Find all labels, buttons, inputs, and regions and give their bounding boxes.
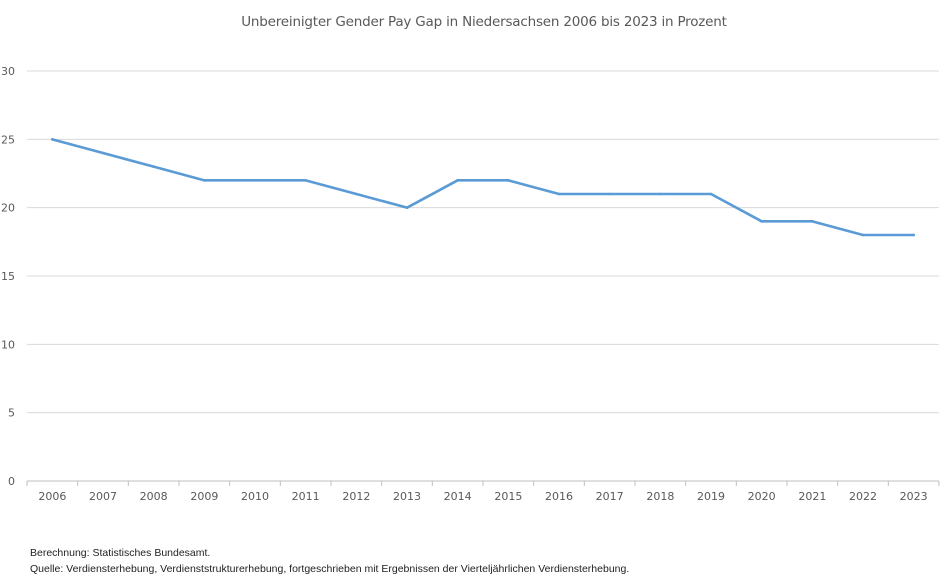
x-tick-label-2022: 2022 <box>849 490 877 503</box>
chart-title: Unbereinigter Gender Pay Gap in Niedersa… <box>241 14 727 30</box>
data-point-2013 <box>405 206 409 209</box>
x-tick-label-2006: 2006 <box>38 490 66 503</box>
data-point-2016 <box>557 192 561 196</box>
data-point-2023 <box>912 233 915 237</box>
data-point-2015 <box>507 179 510 182</box>
data-point-2007 <box>101 151 105 155</box>
y-tick-label-15: 15 <box>1 270 15 283</box>
data-point-2010 <box>253 179 257 182</box>
series-line-0 <box>51 138 915 237</box>
data-point-2020 <box>760 220 763 223</box>
footnotes: Berechnung: Statistisches Bundesamt. Que… <box>30 545 629 577</box>
data-point-2006 <box>51 138 54 141</box>
x-axis-tick-labels: 2006 2007 2008 2009 2010 2011 2012 2013 2014 2015… <box>38 490 927 503</box>
source-note: Quelle: Verdiensterhebung, Verdienststru… <box>30 563 630 575</box>
data-point-2009 <box>203 179 206 182</box>
y-tick-label-0: 0 <box>8 475 15 488</box>
x-tick-label-2018: 2018 <box>646 490 674 503</box>
data-point-2011 <box>304 179 307 182</box>
x-tick-label-2010: 2010 <box>241 490 269 503</box>
x-axis <box>26 480 940 486</box>
x-tick-label-2017: 2017 <box>596 490 624 503</box>
x-tick-label-2009: 2009 <box>190 490 218 503</box>
x-tick-label-2012: 2012 <box>342 490 370 503</box>
data-point-2012 <box>355 192 358 196</box>
x-tick-label-2015: 2015 <box>494 490 522 503</box>
x-tick-label-2011: 2011 <box>292 490 320 503</box>
x-tick-label-2014: 2014 <box>444 490 472 503</box>
x-tick-label-2016: 2016 <box>545 490 573 503</box>
data-point-2017 <box>608 192 611 196</box>
x-tick-label-2020: 2020 <box>748 490 776 503</box>
data-point-2018 <box>659 192 662 196</box>
y-tick-label-10: 10 <box>1 338 15 351</box>
y-tick-label-30: 30 <box>1 65 15 78</box>
x-tick-label-2019: 2019 <box>697 490 725 503</box>
x-tick-label-2021: 2021 <box>798 490 826 503</box>
y-tick-label-5: 5 <box>8 407 15 420</box>
calculation-note: Berechnung: Statistisches Bundesamt. <box>30 547 211 559</box>
y-axis-tick-labels: 0 5 10 15 20 25 30 <box>1 65 15 488</box>
data-point-2014 <box>456 179 459 182</box>
x-tick-label-2008: 2008 <box>140 490 168 503</box>
data-point-2019 <box>709 192 713 196</box>
data-point-2008 <box>152 165 155 168</box>
gridlines <box>27 70 939 414</box>
data-point-2021 <box>811 220 814 223</box>
x-tick-label-2013: 2013 <box>393 490 421 503</box>
series-layer <box>51 138 915 237</box>
y-tick-label-25: 25 <box>1 133 15 146</box>
x-tick-label-2007: 2007 <box>89 490 117 503</box>
y-tick-label-20: 20 <box>1 202 15 215</box>
x-tick-label-2023: 2023 <box>900 490 928 503</box>
data-point-2022 <box>861 233 865 237</box>
